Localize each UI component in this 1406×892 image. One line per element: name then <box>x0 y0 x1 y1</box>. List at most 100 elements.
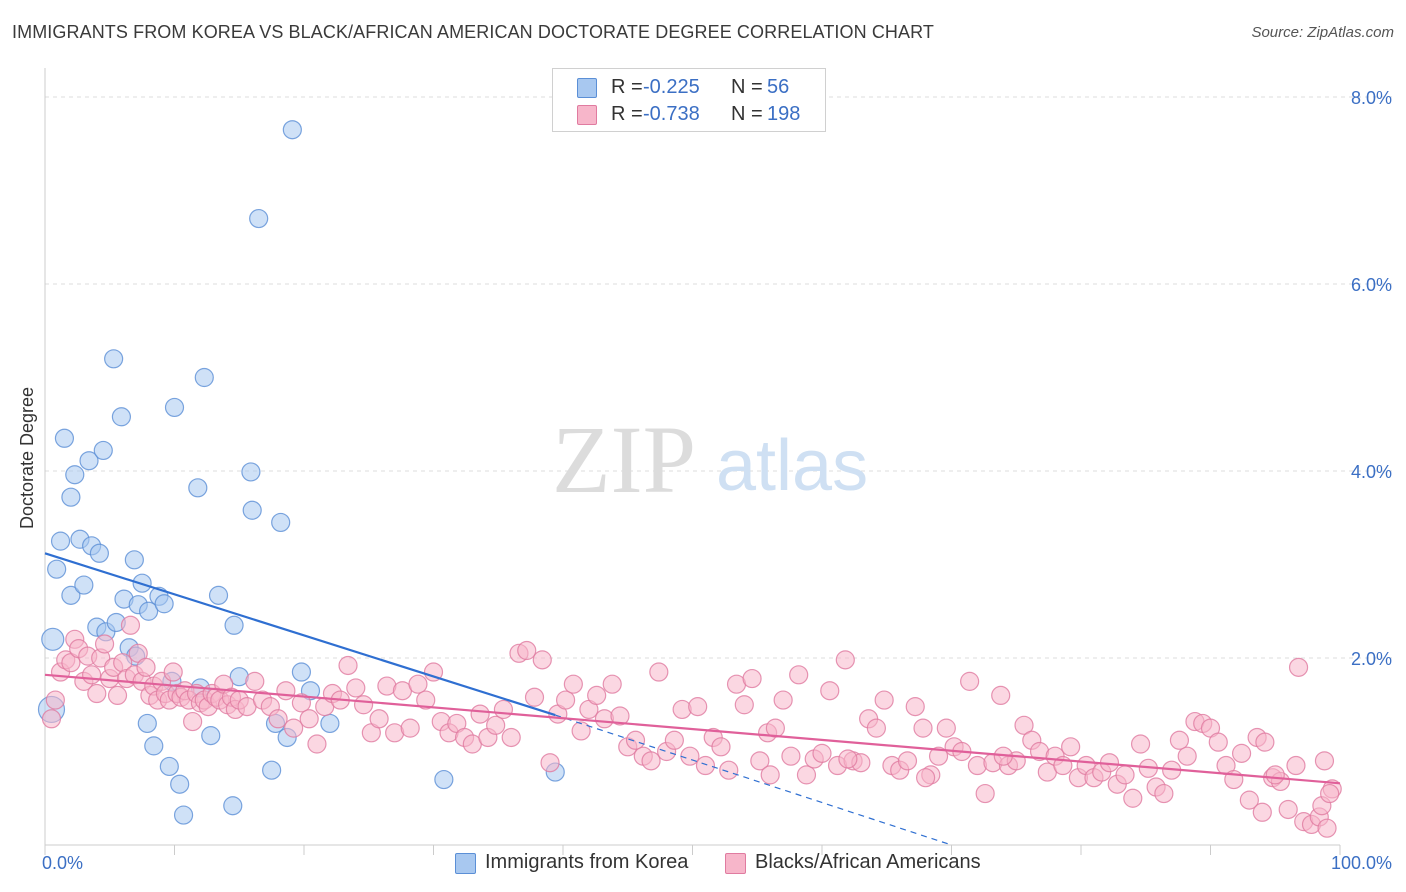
black-point <box>1154 783 1174 804</box>
korea-point <box>223 796 243 816</box>
black-point <box>905 697 925 717</box>
black-point <box>897 751 918 771</box>
black-point <box>353 695 374 715</box>
black-point <box>734 695 754 715</box>
black-point <box>268 709 288 729</box>
korea-point <box>208 585 229 605</box>
korea-point <box>434 769 454 790</box>
black-point <box>107 685 128 706</box>
black-point <box>928 746 949 766</box>
legend-n-value: 56 <box>767 76 790 98</box>
black-point <box>82 665 102 685</box>
korea-point <box>159 756 179 777</box>
black-point <box>960 671 980 691</box>
legend-r-value: -0.225 <box>643 76 700 98</box>
black-point <box>1288 657 1309 677</box>
black-point <box>1115 765 1135 785</box>
black-point <box>874 690 894 710</box>
black-point <box>369 709 389 729</box>
black-point <box>416 690 436 710</box>
black-point <box>602 674 622 694</box>
y-tick-label: 2.0% <box>1351 649 1392 669</box>
black-point <box>750 751 770 771</box>
korea-point <box>188 478 208 498</box>
korea-point <box>144 736 164 756</box>
korea-point <box>224 615 244 635</box>
korea-point <box>111 407 132 427</box>
black-point <box>470 704 490 724</box>
black-point <box>719 760 739 780</box>
black-point <box>571 721 591 741</box>
black-point <box>913 718 933 738</box>
korea-point <box>242 500 262 520</box>
black-point <box>773 690 793 710</box>
legend-r-label: R = <box>611 76 643 98</box>
black-point <box>1286 755 1306 776</box>
black-point <box>936 718 956 738</box>
black-point <box>423 662 444 682</box>
black-point <box>517 640 537 661</box>
black-point <box>838 749 858 769</box>
black-point <box>563 674 583 694</box>
black-point <box>820 681 840 701</box>
korea-point <box>65 465 85 485</box>
watermark: ZIP atlas <box>552 406 868 513</box>
gridlines <box>45 96 1392 659</box>
black-point <box>120 615 141 635</box>
trend-lines <box>44 552 1341 846</box>
black-point <box>136 657 156 677</box>
korea-point <box>54 428 75 448</box>
korea-point <box>262 760 282 780</box>
x-tick-label: 100.0% <box>1331 853 1392 873</box>
black-point <box>742 668 762 689</box>
legend-n-value: 198 <box>767 103 801 125</box>
black-point <box>672 699 692 720</box>
black-point <box>975 783 995 804</box>
korea-point <box>93 440 113 461</box>
legend-swatch-black <box>577 105 597 125</box>
watermark-atlas: atlas <box>716 426 868 506</box>
source-label: Source: ZipAtlas.com <box>1251 24 1394 41</box>
legend-n-label: N = <box>731 103 763 125</box>
chart-title: IMMIGRANTS FROM KOREA VS BLACK/AFRICAN A… <box>12 22 934 42</box>
black-point <box>711 737 731 757</box>
black-point <box>1317 818 1337 838</box>
black-point <box>1278 799 1298 820</box>
korea-point <box>164 397 185 418</box>
black-point <box>1265 765 1285 785</box>
black-point <box>338 655 358 676</box>
legend-swatch-korea <box>577 78 597 98</box>
korea-point <box>61 585 81 605</box>
black-point <box>1320 783 1340 804</box>
black-point <box>183 711 203 732</box>
korea-point <box>50 531 71 551</box>
black-point <box>524 687 545 707</box>
korea-point <box>61 487 81 507</box>
black-point <box>245 671 265 691</box>
black-point <box>812 743 832 763</box>
black-point <box>45 690 65 710</box>
black-point <box>695 755 716 776</box>
black-point <box>1123 788 1143 808</box>
black-trend-line <box>44 673 1341 785</box>
black-point <box>789 665 809 685</box>
korea-point <box>271 512 291 533</box>
korea-trend-extension <box>555 714 952 846</box>
black-point <box>915 768 936 788</box>
black-point <box>641 751 661 771</box>
legend-r-label: R = <box>611 103 643 125</box>
bottom-legend-swatch-korea <box>455 853 476 874</box>
bottom-legend-swatch-black <box>725 853 746 874</box>
black-point <box>307 734 327 754</box>
black-point <box>276 681 296 701</box>
black-point <box>781 746 801 766</box>
y-tick-label: 6.0% <box>1351 275 1392 295</box>
black-point <box>408 674 428 694</box>
korea-point <box>89 543 109 563</box>
black-point <box>1061 737 1081 757</box>
korea-point <box>173 805 194 825</box>
black-point <box>796 765 817 785</box>
black-point <box>1177 746 1197 766</box>
y-tick-labels: 2.0% 4.0% 6.0% 8.0% <box>1351 88 1392 669</box>
korea-point <box>170 774 190 794</box>
